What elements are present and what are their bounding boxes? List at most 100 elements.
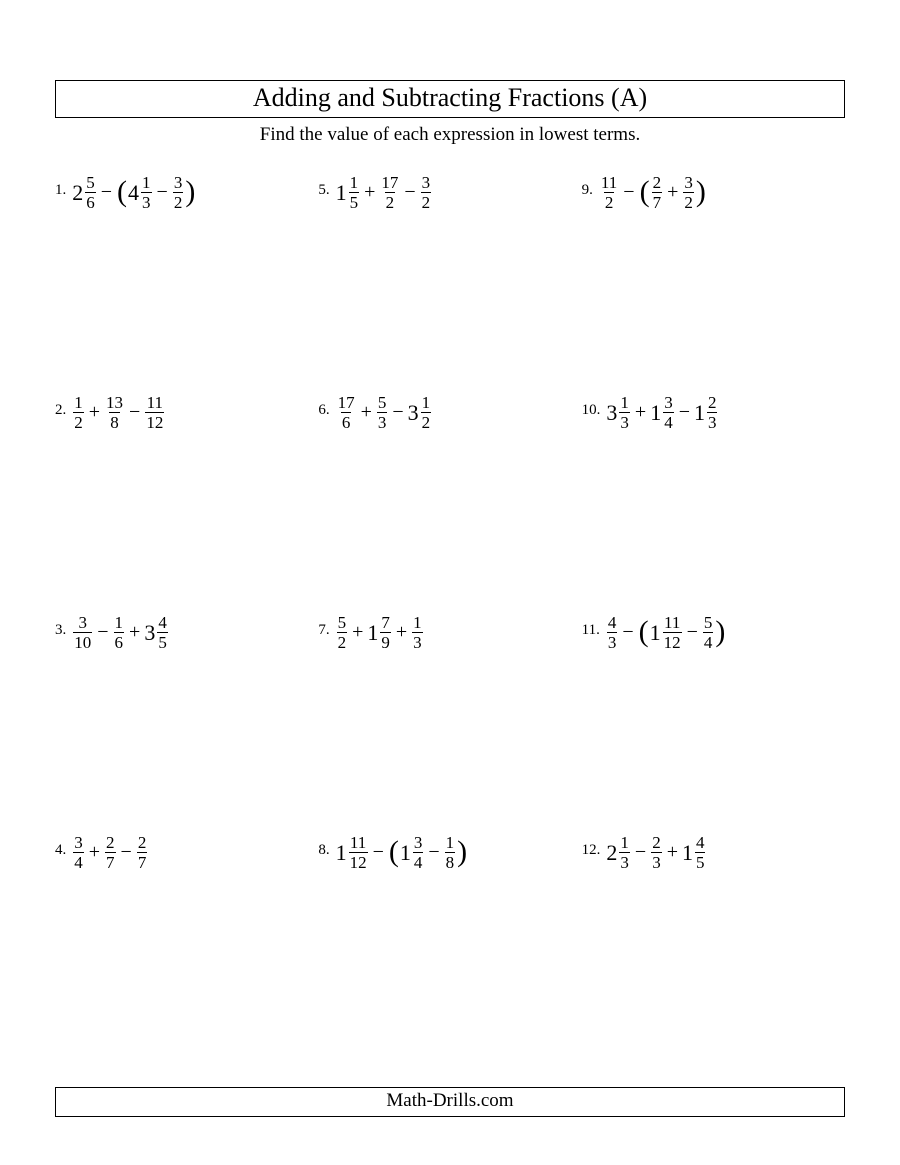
- problem-cell: 7.52+179+13: [318, 614, 581, 834]
- instruction-text: Find the value of each expression in low…: [55, 124, 845, 146]
- expression: 313+134−123: [606, 394, 718, 431]
- expression: 176+53−312: [336, 394, 433, 431]
- fraction: 43: [607, 614, 618, 651]
- page-title: Adding and Subtracting Fractions (A): [55, 80, 845, 118]
- operator: −: [97, 621, 108, 644]
- whole-number: 1: [336, 180, 347, 206]
- operator: −: [428, 841, 439, 864]
- problem-cell: 3. 310−16+345: [55, 614, 318, 834]
- problem-number: 9.: [582, 182, 593, 199]
- left-paren: (: [117, 175, 127, 209]
- fraction: 45: [695, 834, 706, 871]
- problem-cell: 11.43−(11112−54): [582, 614, 845, 834]
- problem-number: 8.: [318, 842, 329, 859]
- problem-number: 5.: [318, 182, 329, 199]
- fraction: 32: [421, 174, 432, 211]
- problem-cell: 1.256−(413−32): [55, 174, 318, 394]
- fraction: 13: [619, 834, 630, 871]
- right-paren: ): [715, 615, 725, 649]
- problem-number: 10.: [582, 402, 601, 419]
- problem-cell: 10.313+134−123: [582, 394, 845, 614]
- operator: +: [129, 621, 140, 644]
- problem-number: 11.: [582, 622, 600, 639]
- fraction: 16: [114, 614, 125, 651]
- problem-cell: 5. 115+172−32: [318, 174, 581, 394]
- operator: −: [635, 841, 646, 864]
- problem-number: 7.: [318, 622, 329, 639]
- expression: 256−(413−32): [72, 174, 196, 211]
- fraction: 32: [173, 174, 184, 211]
- fraction: 112: [600, 174, 618, 211]
- operator: −: [623, 181, 634, 204]
- left-paren: (: [639, 615, 649, 649]
- whole-number: 4: [128, 180, 139, 206]
- left-paren: (: [640, 175, 650, 209]
- problem-number: 1.: [55, 182, 66, 199]
- fraction: 15: [349, 174, 360, 211]
- expression: 34+27−27: [72, 834, 148, 871]
- expression: 310−16+345: [72, 614, 169, 651]
- fraction: 34: [73, 834, 84, 871]
- whole-number: 3: [144, 620, 155, 646]
- operator: −: [679, 401, 690, 424]
- fraction: 1112: [663, 614, 682, 651]
- whole-number: 1: [694, 400, 705, 426]
- whole-number: 1: [650, 400, 661, 426]
- whole-number: 2: [606, 840, 617, 866]
- whole-number: 2: [72, 180, 83, 206]
- expression: 12+138−1112: [72, 394, 165, 431]
- operator: −: [622, 621, 633, 644]
- operator: +: [89, 841, 100, 864]
- fraction: 23: [651, 834, 662, 871]
- fraction: 1112: [145, 394, 164, 431]
- operator: +: [635, 401, 646, 424]
- operator: +: [667, 841, 678, 864]
- whole-number: 1: [367, 620, 378, 646]
- problem-cell: 12. 213−23+145: [582, 834, 845, 1054]
- expression: 43−(11112−54): [606, 614, 727, 651]
- operator: −: [404, 181, 415, 204]
- whole-number: 3: [606, 400, 617, 426]
- right-paren: ): [696, 175, 706, 209]
- operator: +: [352, 621, 363, 644]
- right-paren: ): [185, 175, 195, 209]
- fraction: 32: [683, 174, 694, 211]
- problem-number: 12.: [582, 842, 601, 859]
- fraction: 27: [105, 834, 116, 871]
- operator: −: [392, 401, 403, 424]
- expression: 112−(27+32): [599, 174, 707, 211]
- fraction: 34: [663, 394, 674, 431]
- fraction: 34: [413, 834, 424, 871]
- problem-cell: 8.11112−(134−18): [318, 834, 581, 1054]
- fraction: 45: [157, 614, 168, 651]
- fraction: 79: [380, 614, 391, 651]
- problem-cell: 4. 34+27−27: [55, 834, 318, 1054]
- fraction: 13: [619, 394, 630, 431]
- operator: −: [121, 841, 132, 864]
- expression: 115+172−32: [336, 174, 433, 211]
- operator: +: [361, 401, 372, 424]
- problem-number: 6.: [318, 402, 329, 419]
- fraction: 13: [412, 614, 423, 651]
- expression: 11112−(134−18): [336, 834, 469, 871]
- fraction: 176: [337, 394, 356, 431]
- whole-number: 1: [336, 840, 347, 866]
- problem-number: 4.: [55, 842, 66, 859]
- fraction: 54: [703, 614, 714, 651]
- whole-number: 1: [400, 840, 411, 866]
- fraction: 53: [377, 394, 388, 431]
- operator: +: [667, 181, 678, 204]
- fraction: 12: [421, 394, 432, 431]
- fraction: 27: [652, 174, 663, 211]
- problem-grid: 1.256−(413−32)2.12+138−11123.310−16+3454…: [55, 174, 845, 1054]
- operator: +: [396, 621, 407, 644]
- expression: 213−23+145: [606, 834, 706, 871]
- problem-number: 3.: [55, 622, 66, 639]
- right-paren: ): [457, 835, 467, 869]
- problem-cell: 9. 112−(27+32): [582, 174, 845, 394]
- operator: +: [89, 401, 100, 424]
- problem-number: 2.: [55, 402, 66, 419]
- operator: +: [364, 181, 375, 204]
- fraction: 27: [137, 834, 148, 871]
- operator: −: [101, 181, 112, 204]
